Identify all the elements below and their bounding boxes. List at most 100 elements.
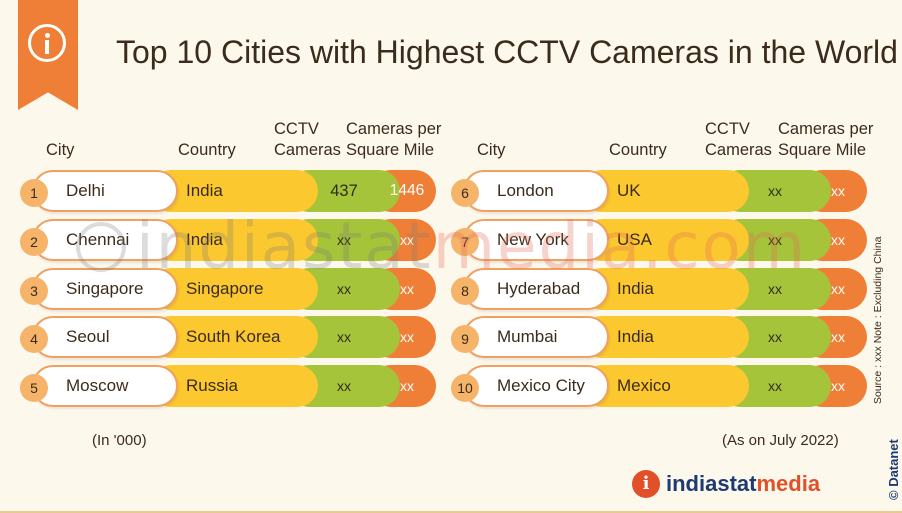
table-row: Mexico City 10 Mexico xx xx [449,365,869,407]
country-pill [581,268,749,310]
rank-badge: 7 [451,228,479,256]
datanet-brand: © Datanet [886,439,901,500]
col-header-cctv: CCTV Cameras [274,119,341,161]
country-name: South Korea [186,327,281,346]
cctv-cameras-value: xx [768,232,782,248]
country-name: Mexico [617,376,671,395]
cctv-cameras-value: xx [337,329,351,345]
per-sq-mile-value: xx [400,329,414,345]
col-header-psm-line1: Cameras per [346,120,442,138]
country-pill [581,365,749,407]
logo-info-icon: i [632,470,660,498]
col-header-cctv-line2: Cameras [274,141,341,159]
city-pill: Mumbai [463,316,609,358]
country-name: UK [617,181,641,200]
city-name: Hyderabad [497,279,581,298]
logo-text: indiastatmedia [666,471,820,497]
col-header-cctv-line2-right: Cameras [705,141,772,159]
city-name: Seoul [66,327,110,346]
col-header-country: Country [178,141,236,159]
city-name: Delhi [66,181,105,200]
country-pill [581,219,749,261]
rank-badge: 3 [20,277,48,305]
rank-badge: 9 [451,325,479,353]
table-row: Singapore 3 Singapore xx xx [18,268,438,310]
rank-badge: 8 [451,277,479,305]
country-name: India [186,181,223,200]
rank-badge: 6 [451,179,479,207]
rank-badge: 10 [451,374,479,402]
country-name: India [617,279,654,298]
rank-badge: 2 [20,228,48,256]
country-pill [581,316,749,358]
col-header-cctv-line1: CCTV [274,120,319,138]
country-pill [150,316,318,358]
logo-text-part2: media [756,471,821,496]
per-sq-mile-value: 1446 [389,182,425,199]
col-header-per-sq-mile: Cameras per Square Mile [346,119,441,161]
cctv-cameras-value: 437 [330,182,358,200]
city-name: Singapore [66,279,144,298]
per-sq-mile-value: xx [400,232,414,248]
col-header-per-sq-mile-right: Cameras per Square Mile [778,119,873,161]
country-name: India [617,327,654,346]
table-row: Mumbai 9 India xx xx [449,316,869,358]
table-row: London 6 UK xx xx [449,170,869,212]
table-row: Seoul 4 South Korea xx xx [18,316,438,358]
city-pill: Singapore [32,268,178,310]
country-name: India [186,230,223,249]
table-row: Moscow 5 Russia xx xx [18,365,438,407]
col-header-cctv-right: CCTV Cameras [705,119,772,161]
per-sq-mile-value: xx [831,232,845,248]
col-header-psm-line1-right: Cameras per [778,120,874,138]
rank-badge: 4 [20,325,48,353]
city-pill: New York [463,219,609,261]
country-pill [150,268,318,310]
col-header-city-right: City [477,141,506,159]
per-sq-mile-value: xx [831,281,845,297]
rank-badge: 1 [20,179,48,207]
logo-text-part1: indiastat [666,471,757,496]
cctv-cameras-value: xx [337,281,351,297]
city-name: Mumbai [497,327,558,346]
table-row: Delhi 1 India 437 1446 [18,170,438,212]
unit-note: (In '000) [92,432,147,449]
country-name: USA [617,230,652,249]
country-pill [581,170,749,212]
country-name: Russia [186,376,238,395]
city-pill: London [463,170,609,212]
city-name: New York [497,230,569,249]
country-name: Singapore [186,279,264,298]
cctv-cameras-value: xx [768,329,782,345]
country-pill [150,219,318,261]
table-row: Hyderabad 8 India xx xx [449,268,869,310]
col-header-country-right: Country [609,141,667,159]
cctv-cameras-value: xx [337,378,351,394]
country-pill [150,365,318,407]
source-note: Source : xxx Note : Excluding China [872,236,884,405]
per-sq-mile-value: xx [831,378,845,394]
per-sq-mile-value: xx [831,183,845,199]
cctv-cameras-value: xx [768,378,782,394]
cctv-cameras-value: xx [337,232,351,248]
table-row: New York 7 USA xx xx [449,219,869,261]
city-name: Moscow [66,376,129,395]
col-header-cctv-line1-right: CCTV [705,120,750,138]
as-on-date: (As on July 2022) [722,432,839,449]
country-pill [150,170,318,212]
per-sq-mile-value: xx [400,378,414,394]
city-pill: Delhi [32,170,178,212]
city-name: Mexico City [497,376,585,395]
per-sq-mile-value: xx [400,281,414,297]
col-header-psm-line2-right: Square Mile [778,141,867,159]
page-title: Top 10 Cities with Highest CCTV Cameras … [116,34,898,70]
rank-badge: 5 [20,374,48,402]
city-pill: Mexico City [463,365,609,407]
city-pill: Moscow [32,365,178,407]
col-header-psm-line2: Square Mile [346,141,435,159]
cctv-cameras-value: xx [768,281,782,297]
city-name: London [497,181,554,200]
cctv-cameras-value: xx [768,183,782,199]
per-sq-mile-value: xx [831,329,845,345]
